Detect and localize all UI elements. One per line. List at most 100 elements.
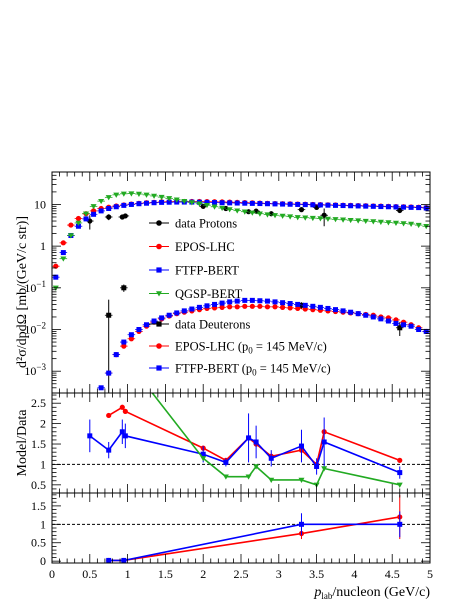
x-tick-label: 2.5 — [234, 567, 249, 581]
data-point-qgsp_protons — [135, 191, 142, 198]
y-tick-label: 1 — [40, 457, 46, 471]
data-point-ftfp_protons — [370, 203, 376, 209]
legend-protons: data Protons EPOS-LHC FTFP-BERT QGSP-BERT — [149, 217, 243, 301]
data-point-qgsp_protons — [272, 213, 279, 219]
legend-entry-epos_deuterons: EPOS-LHC (p0 = 145 MeV/c) — [149, 340, 327, 356]
data-point-ratio_ftfp_p — [314, 463, 320, 469]
legend-entry-epos_protons: EPOS-LHC — [149, 240, 235, 254]
legend-entry-ftfp_protons: FTFP-BERT — [149, 264, 239, 278]
x-axis-title-main: p — [313, 585, 321, 600]
data-point-deuterons_data — [397, 325, 403, 331]
data-point-ftfp_deuterons — [295, 301, 301, 307]
data-point-ftfp_protons — [60, 250, 66, 256]
series-line-ratio_epos_p — [108, 406, 401, 466]
data-point-qgsp_protons — [151, 193, 158, 199]
data-point-qgsp_protons — [113, 192, 120, 198]
data-point-ftfp_deuterons — [408, 323, 414, 329]
y-tick-label: 10−2 — [24, 321, 46, 337]
data-point-qgsp_protons — [234, 208, 241, 214]
proton-ratio-panel: 0.5 1 1.5 2 2.5 — [31, 392, 431, 494]
data-point-ftfp_protons — [53, 274, 59, 280]
legend-label-text: data Protons — [175, 217, 237, 231]
x-tick-label: 4 — [351, 567, 357, 581]
data-point-ftfp_protons — [144, 200, 149, 206]
data-point-ratio_ftfp_p — [87, 433, 93, 439]
data-point-ftfp_protons — [340, 203, 346, 209]
panel-frame — [51, 492, 431, 564]
data-point-ftfp_protons — [106, 205, 112, 211]
x-tick-label: 0 — [49, 567, 55, 581]
legend-entry-ftfp_deuterons: FTFP-BERT (p0 = 145 MeV/c) — [149, 362, 331, 378]
y-tick-label-exponent: −1 — [36, 279, 46, 289]
data-point-qgsp_protons — [105, 195, 112, 201]
data-point-ftfp_protons — [416, 205, 422, 211]
data-point-ftfp_deuterons — [272, 299, 278, 305]
y-tick-label-base: 10 — [24, 364, 36, 378]
data-point-ftfp_deuterons — [302, 302, 308, 308]
y-tick-label: 0.5 — [31, 536, 46, 550]
legend-label-epos_deuterons: EPOS-LHC (p0 = 145 MeV/c) — [175, 340, 327, 356]
y-tick-label: 2 — [40, 417, 46, 431]
legend-label-epos_protons: EPOS-LHC — [175, 240, 235, 254]
data-point-ratio_ftfp_d — [397, 521, 403, 527]
x-tick-label: 1 — [125, 567, 131, 581]
data-point-epos_deuterons — [121, 343, 127, 349]
legend-label-text: FTFP-BERT (p — [175, 362, 252, 376]
x-tick-label: 0.5 — [82, 567, 97, 581]
data-point-ftfp_protons — [227, 200, 233, 206]
data-point-ftfp_protons — [393, 204, 399, 210]
y-tick-label-exponent: −2 — [36, 321, 46, 331]
legend-label-qgsp_protons: QGSP-BERT — [175, 287, 243, 301]
data-point-epos_protons — [60, 240, 66, 246]
data-point-ratio_qgsp_p — [253, 464, 260, 470]
data-point-epos_deuterons — [249, 303, 255, 309]
series-ratio_ftfp_p — [87, 413, 403, 479]
data-point-ftfp_deuterons — [174, 310, 180, 316]
data-point-qgsp_protons — [226, 207, 233, 213]
data-point-qgsp_protons — [256, 211, 263, 217]
data-point-ftfp_protons — [75, 223, 81, 229]
legend-marker — [156, 365, 162, 371]
data-point-ftfp_protons — [98, 208, 104, 214]
data-point-ratio_ftfp_p — [119, 429, 125, 435]
data-point-ftfp_deuterons — [385, 318, 391, 324]
series-ratio_ftfp_d — [106, 511, 403, 563]
data-point-qgsp_protons — [362, 218, 369, 225]
legend-label-text: FTFP-BERT — [175, 264, 239, 278]
data-point-ftfp_protons — [423, 205, 429, 211]
data-point-ftfp_deuterons — [340, 308, 346, 314]
data-point-qgsp_protons — [67, 233, 74, 239]
data-point-ftfp_deuterons — [181, 308, 187, 314]
data-point-ftfp_protons — [401, 204, 407, 210]
data-point-ftfp_protons — [121, 202, 127, 208]
legend-label-suffix: = 145 MeV/c) — [253, 340, 327, 354]
y-tick-label-base: 10 — [24, 281, 36, 295]
data-point-ratio_ftfp_p — [223, 459, 229, 465]
legend-label-deuterons_data: data Deuterons — [175, 318, 250, 332]
data-point-ftfp_deuterons — [264, 298, 270, 304]
legend-marker — [156, 267, 162, 273]
data-point-ftfp_protons — [113, 204, 119, 210]
series-line-ratio_ftfp_p — [89, 430, 401, 474]
legend-label-ftfp_protons: FTFP-BERT — [175, 264, 239, 278]
data-point-ftfp_deuterons — [166, 312, 172, 318]
data-point-ftfp_deuterons — [257, 298, 263, 304]
data-point-epos_deuterons — [234, 304, 240, 310]
data-point-qgsp_protons — [173, 197, 180, 203]
data-point-qgsp_protons — [181, 198, 188, 205]
legend-marker — [156, 291, 162, 297]
data-point-ftfp_protons — [151, 200, 157, 206]
data-point-ftfp_protons — [264, 201, 270, 207]
data-point-qgsp_protons — [279, 213, 286, 219]
data-point-ratio_ftfp_p — [321, 439, 327, 445]
data-point-ratio_ftfp_d — [121, 557, 127, 563]
data-point-qgsp_protons — [415, 222, 422, 229]
data-point-ftfp_deuterons — [242, 297, 248, 303]
legend-marker — [156, 243, 162, 250]
x-tick-label: 1.5 — [158, 567, 173, 581]
data-point-ftfp_protons — [310, 202, 316, 208]
data-point-ftfp_deuterons — [144, 322, 149, 328]
data-point-qgsp_protons — [347, 217, 354, 224]
data-point-qgsp_protons — [264, 212, 271, 218]
data-point-ratio_ftfp_d — [298, 521, 304, 527]
